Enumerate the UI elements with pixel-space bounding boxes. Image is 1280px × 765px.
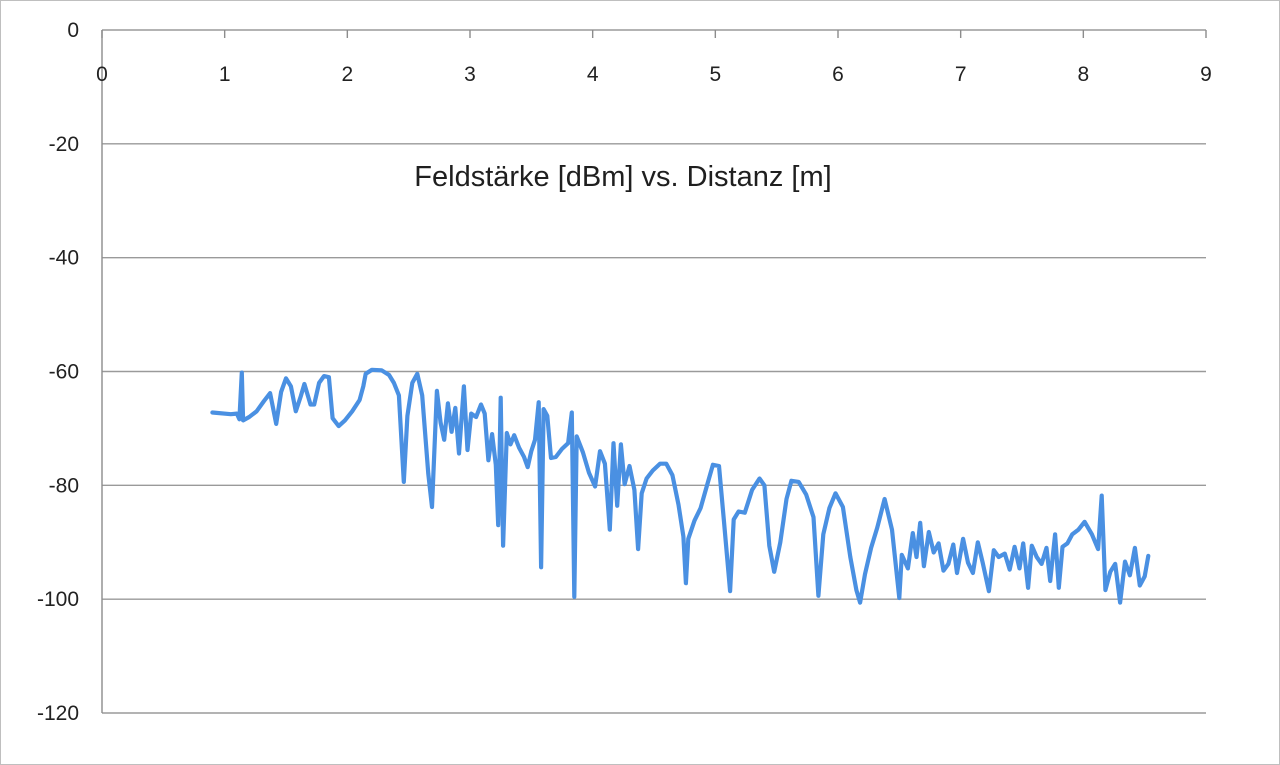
chart-title: Feldstärke [dBm] vs. Distanz [m] xyxy=(414,161,831,193)
y-tick-label: 0 xyxy=(67,19,79,42)
x-tick-label: 2 xyxy=(341,63,353,86)
x-tick-label: 1 xyxy=(219,63,231,86)
x-tick-labels: 0 1 2 3 4 5 6 7 8 9 xyxy=(96,63,1212,86)
x-tick-label: 8 xyxy=(1077,63,1089,86)
x-tick-label: 9 xyxy=(1200,63,1212,86)
gridlines xyxy=(102,29,1206,714)
x-tick-label: 7 xyxy=(955,63,967,86)
y-tick-label: -100 xyxy=(37,588,79,611)
y-tick-label: -120 xyxy=(37,702,79,725)
axes xyxy=(101,30,1207,713)
y-tick-label: -20 xyxy=(49,133,79,156)
y-tick-label: -40 xyxy=(49,247,79,270)
x-tick-label: 3 xyxy=(464,63,476,86)
x-tick-label: 0 xyxy=(96,63,108,86)
series-line xyxy=(210,367,1151,605)
x-tick-label: 6 xyxy=(832,63,844,86)
x-tick-label: 4 xyxy=(587,63,599,86)
x-tick-label: 5 xyxy=(709,63,721,86)
y-tick-label: -80 xyxy=(49,474,79,497)
series xyxy=(210,367,1151,605)
y-tick-labels: 0 -20 -40 -60 -80 -100 -120 xyxy=(37,19,79,725)
y-tick-label: -60 xyxy=(49,361,79,384)
